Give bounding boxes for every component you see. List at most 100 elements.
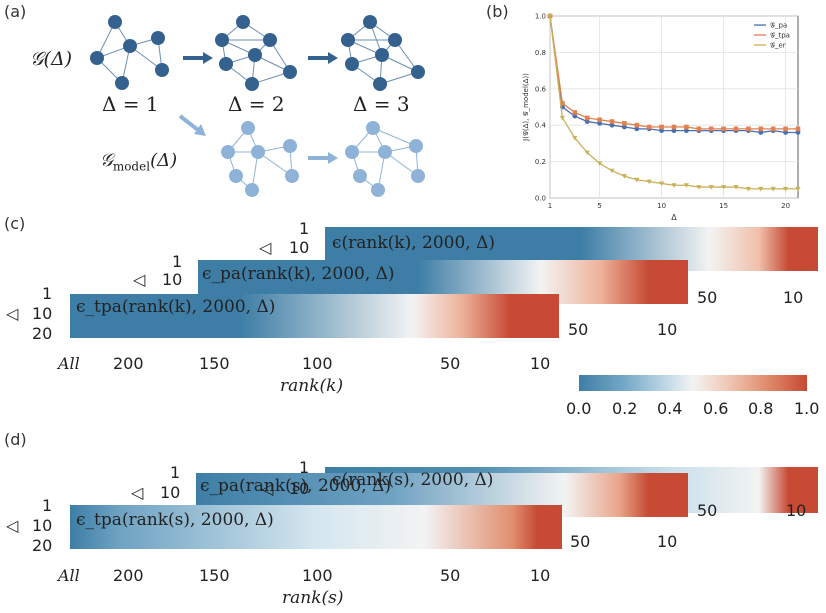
- data-point: [745, 186, 751, 192]
- data-point: [758, 186, 764, 192]
- strip-d-eps-label: ϵ(rank(s), 2000, Δ): [332, 470, 494, 490]
- c-tick-50: 50: [440, 354, 461, 373]
- colorbar-tick-0: 0.0: [566, 399, 592, 418]
- c-s0-tick-50: 50: [697, 288, 718, 307]
- y-tick-label: 0.6: [535, 85, 547, 93]
- data-point: [622, 121, 627, 126]
- data-point: [733, 185, 739, 190]
- data-point: [572, 110, 578, 115]
- data-point: [634, 126, 640, 132]
- data-point: [597, 120, 602, 126]
- data-point: [584, 150, 590, 156]
- panel-a-label: (a): [4, 2, 27, 21]
- data-point: [622, 124, 627, 130]
- y-tick-label: 0.8: [535, 49, 546, 57]
- data-point: [770, 186, 776, 192]
- c-s1-delta-symbol: ◁: [133, 270, 146, 289]
- strip-c-eps-pa-label: ϵ_pa(rank(k), 2000, Δ): [202, 264, 395, 284]
- data-point: [560, 101, 565, 106]
- data-point: [733, 126, 739, 132]
- delta-3-label: Δ = 3: [353, 92, 410, 116]
- data-point: [572, 135, 578, 141]
- strip-d-eps-pa-label: ϵ_pa(rank(s), 2000, Δ): [200, 476, 391, 496]
- data-point: [659, 181, 665, 187]
- d-s2-delta-1: 1: [42, 496, 53, 515]
- y-tick-label: 1.0: [535, 13, 546, 21]
- c-s2-delta-20: 20: [32, 324, 53, 343]
- d-s1-delta-symbol: ◁: [131, 483, 144, 502]
- model-nodes: [221, 121, 425, 197]
- d-s2-delta-10: 10: [32, 516, 53, 535]
- model-label-sub: model: [112, 159, 151, 174]
- data-point: [671, 128, 677, 134]
- delta-2-label: Δ = 2: [228, 92, 285, 116]
- y-axis-label: J(𝒢(Δ), 𝒢_model(Δ)): [522, 73, 530, 142]
- d-tick-all: All: [58, 566, 80, 585]
- data-point: [721, 185, 727, 190]
- d-s1-tick-10: 10: [657, 532, 678, 551]
- colorbar-tick-1: 0.2: [612, 399, 638, 418]
- data-point: [783, 186, 789, 192]
- graph-nodes: [90, 15, 425, 91]
- d-tick-200: 200: [113, 566, 144, 585]
- data-point: [746, 126, 751, 132]
- data-point: [795, 186, 801, 192]
- data-point: [696, 185, 702, 190]
- colorbar-tick-3: 0.6: [703, 399, 729, 418]
- data-point: [584, 115, 590, 121]
- data-point: [683, 183, 689, 188]
- c-s1-tick-50: 50: [568, 320, 589, 339]
- data-point: [770, 126, 776, 132]
- data-point: [547, 14, 553, 19]
- y-tick-label: 0.4: [535, 122, 547, 130]
- panel-c-label: (c): [4, 214, 26, 233]
- strip-d-eps-tpa-label: ϵ_tpa(rank(s), 2000, Δ): [76, 510, 274, 530]
- d-s2-delta-symbol: ◁: [6, 516, 19, 535]
- d-s0-delta-symbol: ◁: [261, 479, 274, 498]
- c-s2-delta-symbol: ◁: [6, 304, 19, 323]
- d-tick-100: 100: [302, 566, 333, 585]
- d-s2-delta-20: 20: [32, 536, 53, 555]
- c-s0-tick-10: 10: [783, 288, 804, 307]
- model-label-main: 𝒢: [100, 150, 113, 171]
- c-xlabel: rank(k): [280, 376, 344, 396]
- d-s1-delta-1: 1: [170, 463, 181, 482]
- data-point: [758, 130, 764, 135]
- strip-c-eps-tpa: [70, 294, 559, 338]
- colorbar-tick-5: 1.0: [794, 399, 820, 418]
- d-s0-tick-10: 10: [786, 501, 807, 520]
- legend-label: 𝒢_er: [770, 42, 786, 50]
- x-tick-label: 1: [548, 202, 552, 210]
- c-s0-delta-1: 1: [299, 219, 310, 238]
- delta-1-label: Δ = 1: [102, 92, 159, 116]
- data-point: [721, 126, 726, 132]
- plot-area: [549, 15, 799, 199]
- strip-c-eps-tpa-label: ϵ_tpa(rank(k), 2000, Δ): [76, 297, 276, 317]
- data-point: [646, 124, 652, 130]
- data-point: [684, 128, 689, 134]
- data-point: [634, 122, 640, 128]
- data-point: [671, 183, 677, 188]
- d-s0-tick-50: 50: [697, 501, 718, 520]
- data-point: [795, 126, 801, 132]
- data-point: [696, 126, 702, 132]
- y-tick-label: 0.2: [535, 158, 546, 166]
- d-s1-tick-50: 50: [570, 532, 591, 551]
- x-tick-label: 10: [657, 202, 666, 210]
- c-s0-delta-symbol: ◁: [259, 238, 272, 257]
- data-point: [621, 174, 627, 179]
- c-s2-delta-1: 1: [42, 284, 53, 303]
- d-s1-delta-10: 10: [160, 483, 181, 502]
- data-point: [783, 130, 788, 135]
- panel-d-label: (d): [4, 430, 27, 449]
- arrows: [178, 52, 338, 164]
- x-tick-label: 15: [719, 202, 728, 210]
- c-s1-delta-1: 1: [172, 252, 183, 271]
- legend-label: 𝒢_tpa: [770, 32, 790, 40]
- d-s0-delta-1: 1: [299, 458, 310, 477]
- data-point: [584, 119, 590, 124]
- data-point: [609, 168, 615, 174]
- c-tick-all: All: [58, 354, 80, 373]
- d-s0-delta-10: 10: [289, 479, 310, 498]
